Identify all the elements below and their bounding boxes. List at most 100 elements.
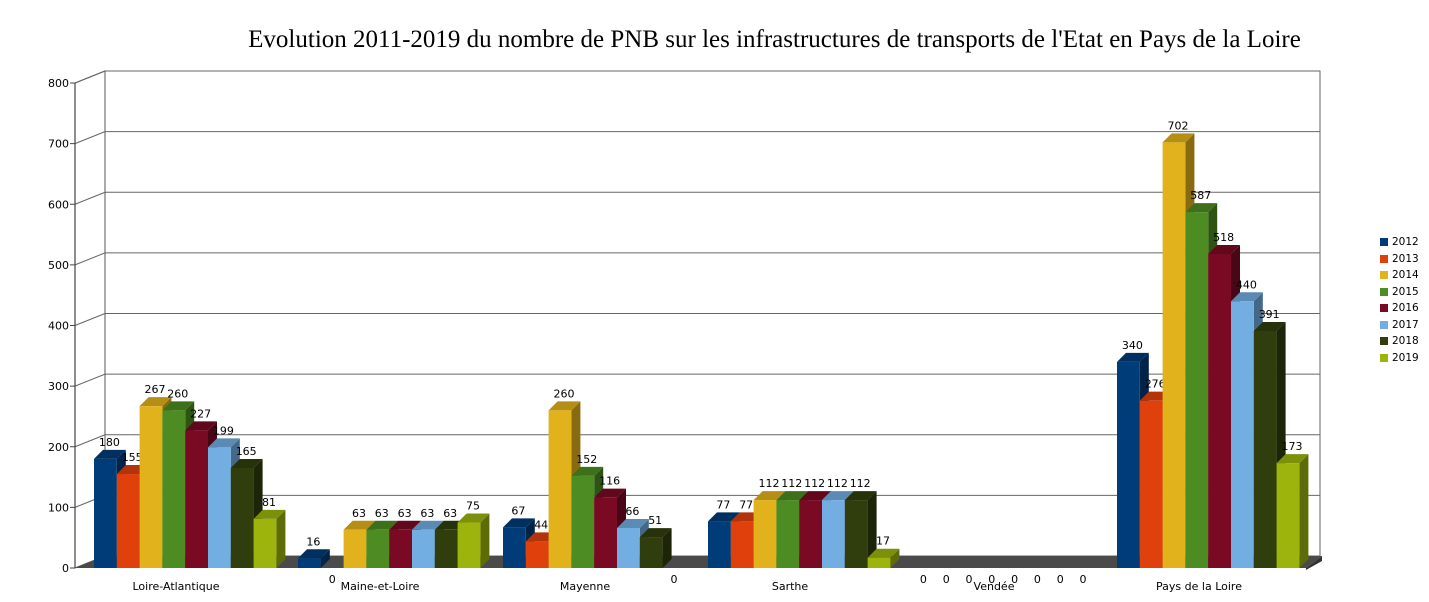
bar xyxy=(185,430,208,568)
legend-swatch xyxy=(1380,337,1388,346)
bar-top xyxy=(139,397,172,407)
bar-top xyxy=(594,488,626,498)
data-label: 227 xyxy=(190,407,211,420)
x-tick-label: Sarthe xyxy=(772,580,809,593)
data-label: 199 xyxy=(213,424,234,437)
bar-top xyxy=(343,520,376,530)
x-tick-label: Pays de la Loire xyxy=(1156,580,1242,593)
bar-top xyxy=(366,520,399,530)
bar xyxy=(366,529,390,568)
bar-top xyxy=(548,401,581,411)
bar xyxy=(1139,400,1163,568)
x-tick-label: Mayenne xyxy=(560,580,610,593)
gridline-side xyxy=(74,252,106,266)
data-label: 518 xyxy=(1213,231,1234,244)
y-tick-label: 100 xyxy=(48,501,69,514)
bar-side xyxy=(662,528,672,568)
bar xyxy=(1117,361,1140,568)
legend-swatch xyxy=(1380,238,1388,247)
data-label: 112 xyxy=(804,477,825,490)
bar-top xyxy=(412,520,444,530)
data-label: 0 xyxy=(1011,573,1018,586)
legend-label: 2016 xyxy=(1392,302,1419,315)
legend-swatch xyxy=(1380,353,1388,362)
bar-top xyxy=(1117,352,1149,362)
data-label: 0 xyxy=(1057,573,1064,586)
y-tick-label: 400 xyxy=(48,320,69,333)
legend-label: 2013 xyxy=(1392,252,1419,265)
bar xyxy=(525,541,549,568)
data-label: 51 xyxy=(648,514,662,527)
bar xyxy=(776,500,800,568)
data-label: 276 xyxy=(1145,378,1166,391)
legend-label: 2014 xyxy=(1392,269,1419,282)
gridline-side xyxy=(74,191,106,205)
legend-swatch xyxy=(1380,254,1388,263)
x-tick-label: Loire-Atlantique xyxy=(132,580,219,593)
bar-top xyxy=(1208,244,1240,254)
y-tick-label: 500 xyxy=(48,259,69,272)
bar-side xyxy=(480,513,490,568)
bar xyxy=(753,500,777,568)
legend-swatch xyxy=(1380,320,1388,329)
gridline-side xyxy=(74,313,106,326)
data-label: 112 xyxy=(781,477,802,490)
legend-swatch xyxy=(1380,287,1388,296)
bar xyxy=(594,497,617,568)
data-label: 391 xyxy=(1259,308,1280,321)
gridline-side xyxy=(74,373,106,387)
data-label: 44 xyxy=(534,518,548,531)
bar-top xyxy=(753,491,786,501)
data-label: 81 xyxy=(262,496,276,509)
bar-top xyxy=(799,491,831,501)
x-tick-label: Vendée xyxy=(974,580,1015,593)
bar-top xyxy=(571,466,604,476)
bar xyxy=(116,474,140,568)
data-label: 0 xyxy=(1080,573,1087,586)
bar xyxy=(1253,330,1277,568)
bar-top xyxy=(457,513,490,523)
legend-item: 2015 xyxy=(1380,284,1419,301)
bar-top xyxy=(776,491,809,501)
bar xyxy=(162,410,186,568)
data-label: 112 xyxy=(827,477,848,490)
data-label: 116 xyxy=(599,475,620,488)
data-label: 0 xyxy=(966,573,973,586)
bar-side xyxy=(276,509,286,568)
bar xyxy=(230,467,254,568)
chart-title: Evolution 2011-2019 du nombre de PNB sur… xyxy=(248,26,1301,53)
bar xyxy=(457,522,481,568)
data-label: 0 xyxy=(920,573,927,586)
data-label: 0 xyxy=(671,573,678,586)
bar-top xyxy=(389,520,421,530)
bar-top xyxy=(94,449,126,459)
bar xyxy=(844,500,868,568)
data-label: 0 xyxy=(943,573,950,586)
bar xyxy=(389,529,412,568)
legend: 2012 2013 2014 2015 2016 2017 2018 2019 xyxy=(1380,234,1419,366)
legend-label: 2017 xyxy=(1392,318,1419,331)
data-label: 63 xyxy=(375,507,389,520)
data-label: 0 xyxy=(988,573,995,586)
legend-item: 2012 xyxy=(1380,234,1419,251)
bar-top xyxy=(1162,133,1195,143)
bar-top xyxy=(822,491,854,501)
bar xyxy=(1162,142,1186,568)
bar xyxy=(548,410,572,568)
bar-side xyxy=(890,548,900,568)
legend-item: 2018 xyxy=(1380,333,1419,350)
bar-side xyxy=(320,549,330,568)
data-label: 77 xyxy=(716,498,730,511)
data-label: 152 xyxy=(576,453,597,466)
legend-label: 2012 xyxy=(1392,236,1419,249)
legend-item: 2017 xyxy=(1380,317,1419,334)
y-tick-label: 200 xyxy=(48,441,69,454)
y-tick-label: 600 xyxy=(48,198,69,211)
legend-item: 2013 xyxy=(1380,251,1419,268)
bar xyxy=(298,558,321,568)
data-label: 112 xyxy=(850,477,871,490)
bar xyxy=(822,500,845,568)
data-label: 112 xyxy=(759,477,780,490)
gridline-side xyxy=(74,70,106,84)
y-tick-label: 700 xyxy=(48,138,69,151)
